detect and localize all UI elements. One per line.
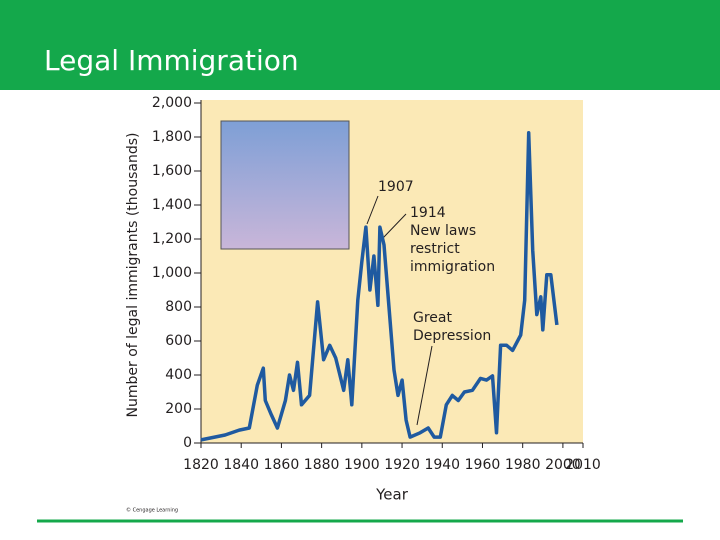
y-tick-label: 0 xyxy=(183,435,192,451)
credit: © Cengage Learning xyxy=(126,507,178,514)
x-tick-label: 1900 xyxy=(344,457,380,473)
x-tick-label: 1860 xyxy=(264,457,300,473)
x-tick-label: 1940 xyxy=(424,457,460,473)
annotation-pointer xyxy=(382,213,407,239)
y-tick-label: 1,400 xyxy=(152,197,192,213)
annotation: Depression xyxy=(413,328,491,344)
y-tick-label: 1,000 xyxy=(152,265,192,281)
header-bar xyxy=(0,0,720,90)
x-tick-label: 1880 xyxy=(304,457,340,473)
x-tick-label: 1820 xyxy=(183,457,219,473)
photo xyxy=(220,120,350,250)
y-tick-label: 1,600 xyxy=(152,163,192,179)
y-tick-label: 400 xyxy=(165,367,192,383)
annotation: restrict xyxy=(410,241,460,257)
x-tick-label: 1920 xyxy=(384,457,420,473)
annotation: 1914 xyxy=(410,205,446,221)
y-tick-label: 600 xyxy=(165,333,192,349)
annotation: immigration xyxy=(410,259,495,275)
annotation: Great xyxy=(413,310,452,326)
series-line xyxy=(200,131,559,442)
slide-title: Legal Immigration xyxy=(44,44,299,77)
x-tick-label: 2010 xyxy=(565,457,601,473)
annotation-pointer xyxy=(416,345,433,426)
x-axis-label: Year xyxy=(375,486,409,504)
x-tick-label: 1840 xyxy=(223,457,259,473)
x-tick-label: 1980 xyxy=(505,457,541,473)
y-tick-label: 1,800 xyxy=(152,129,192,145)
y-tick-label: 1,200 xyxy=(152,231,192,247)
x-tick-label: 2000 xyxy=(545,457,581,473)
y-tick-label: 2,000 xyxy=(152,95,192,111)
y-axis-label: Number of legal immigrants (thousands) xyxy=(125,133,141,418)
x-tick-label: 1960 xyxy=(465,457,501,473)
annotation-pointer xyxy=(366,195,379,225)
annotation: 1907 xyxy=(378,179,414,195)
y-tick-label: 200 xyxy=(165,401,192,417)
annotation: New laws xyxy=(410,223,476,239)
y-tick-label: 800 xyxy=(165,299,192,315)
